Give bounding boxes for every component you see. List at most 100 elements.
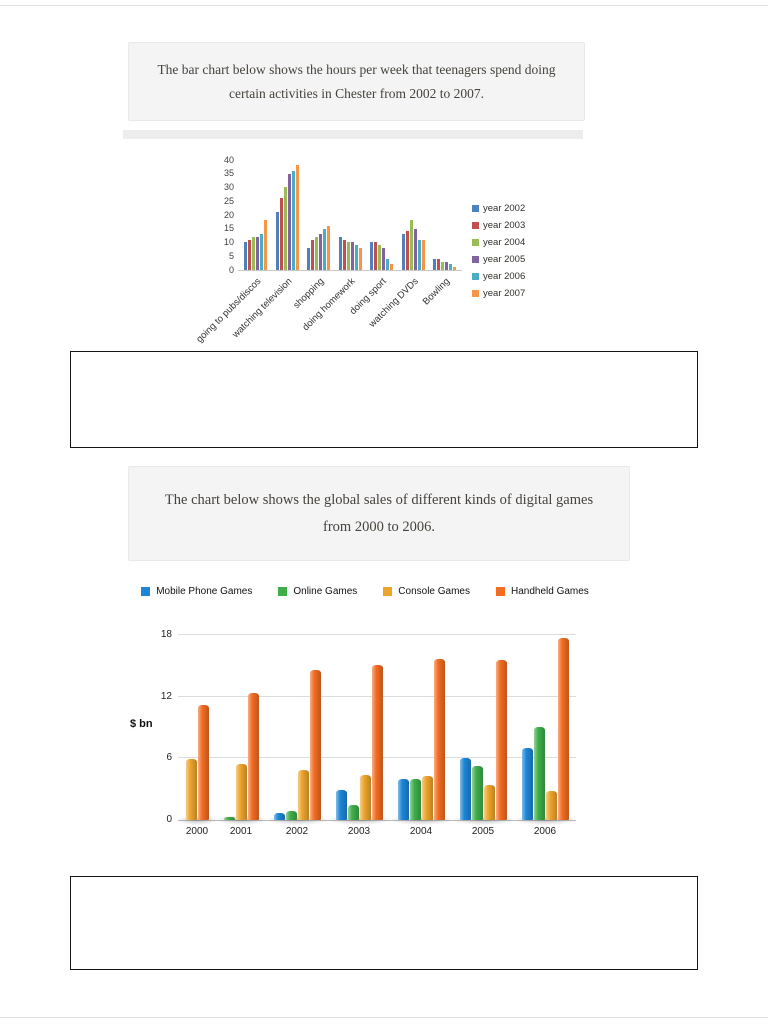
x-axis-label: 2002 <box>285 826 309 837</box>
y-axis-tick: 30 <box>223 182 234 192</box>
bar <box>545 791 557 820</box>
y-axis-tick: 35 <box>223 168 234 179</box>
bar <box>413 229 417 270</box>
legend-label: Handheld Games <box>510 586 589 597</box>
bar <box>359 775 371 820</box>
bar-shadow <box>326 815 392 825</box>
x-axis-label: 2001 <box>229 826 253 837</box>
bar <box>557 638 569 820</box>
gridline <box>178 634 576 635</box>
legend-label: year 2007 <box>483 288 526 299</box>
y-axis-tick: 20 <box>223 209 234 220</box>
bar-group: 2004 <box>388 659 454 837</box>
x-axis-label: Bowling <box>420 276 453 308</box>
bar <box>279 198 283 270</box>
bar <box>437 259 440 270</box>
legend-label: Mobile Phone Games <box>156 586 253 597</box>
legend-item: year 2004 <box>472 237 525 248</box>
legend-label: Online Games <box>293 586 358 597</box>
bar <box>283 187 287 270</box>
legend-swatch <box>472 239 479 246</box>
bar-group: shopping <box>291 226 330 311</box>
bar <box>197 705 209 820</box>
legend-swatch <box>495 587 505 596</box>
legend-label: year 2005 <box>483 254 526 265</box>
bar <box>311 240 314 270</box>
x-axis-label: 2004 <box>409 826 433 837</box>
legend-label: year 2006 <box>483 271 526 282</box>
bar <box>248 240 251 270</box>
answer-box-2 <box>70 876 698 970</box>
legend-label: year 2003 <box>483 220 526 231</box>
bar-group: Bowling <box>421 259 456 307</box>
bar-group: 2003 <box>326 665 392 837</box>
page-top-border <box>0 5 768 6</box>
bar <box>185 759 197 820</box>
legend-swatch <box>472 222 479 229</box>
bar <box>371 665 383 820</box>
y-axis-title: $ bn <box>130 718 153 730</box>
bar <box>297 770 309 820</box>
legend-swatch <box>383 587 393 596</box>
chart1-legend: year 2002 year 2003 year 2004 year 2005 year… <box>472 203 525 299</box>
teen-activities-chart: going to pubs/discos watching television s… <box>123 139 583 347</box>
legend-item: year 2006 <box>472 271 525 282</box>
y-axis-tick: 40 <box>223 154 234 165</box>
bar-group: 2006 <box>512 638 578 837</box>
bar <box>354 245 358 270</box>
bar <box>417 240 421 270</box>
bar <box>342 240 346 270</box>
chart2-caption-box: The chart below shows the global sales o… <box>128 466 630 561</box>
bar <box>390 264 393 270</box>
legend-item: year 2005 <box>472 254 525 265</box>
bar-group: 2005 <box>450 660 516 837</box>
bar <box>433 659 445 820</box>
legend-item: Online Games <box>278 586 357 597</box>
bar <box>275 212 279 270</box>
bar-group: watching DVDs <box>367 220 425 330</box>
bar <box>346 242 350 270</box>
y-axis-tick: 25 <box>223 195 234 206</box>
bar <box>264 220 267 270</box>
bar <box>495 660 507 820</box>
chart2-caption: The chart below shows the global sales o… <box>164 492 594 535</box>
y-axis-tick: 6 <box>166 752 172 764</box>
bar-shadow <box>214 815 268 825</box>
bar-group: doing homework <box>301 237 362 333</box>
bar <box>319 234 322 270</box>
divider-strip <box>123 130 583 139</box>
legend-item: year 2007 <box>472 288 525 299</box>
bar-group: 2000 <box>176 705 218 837</box>
chart2-groups: 2000 2001 2002 2003 2004 2005 2006 <box>176 635 578 837</box>
bar <box>409 779 421 820</box>
bar <box>223 817 235 820</box>
chart2-legend: Mobile Phone Games Online Games Console Ga… <box>130 586 600 597</box>
bar <box>409 220 413 270</box>
page-bottom-border <box>0 1017 768 1018</box>
bar <box>433 259 436 270</box>
x-axis-label: watching television <box>230 276 295 341</box>
legend-swatch <box>472 205 479 212</box>
bar <box>347 805 359 820</box>
x-axis-label: 2005 <box>471 826 495 837</box>
bar <box>459 758 471 820</box>
bar-shadow <box>388 815 454 825</box>
bar <box>252 237 255 270</box>
y-axis-tick: 15 <box>223 223 234 234</box>
bar-group: 2001 <box>214 693 268 837</box>
bar <box>260 234 263 270</box>
bar <box>453 267 456 270</box>
bar <box>327 226 330 270</box>
bar-shadow <box>264 815 330 825</box>
bar <box>386 259 389 270</box>
bar-shadow <box>450 815 516 825</box>
bar <box>338 237 342 270</box>
bar <box>397 779 409 820</box>
bar <box>350 242 354 270</box>
bar <box>315 237 318 270</box>
bar <box>378 245 381 270</box>
bar <box>533 727 545 820</box>
bar <box>374 242 377 270</box>
chart1-caption: The bar chart below shows the hours per … <box>157 61 556 101</box>
bar <box>449 264 452 270</box>
